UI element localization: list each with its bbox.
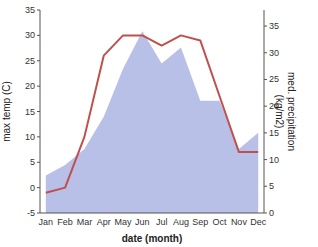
y-tick-label: 20	[25, 81, 35, 91]
x-tick-label: Jun	[135, 217, 150, 227]
y-tick-label: -5	[27, 208, 35, 218]
y-tick-label: 35	[25, 5, 35, 15]
y-tick-label: 0	[30, 183, 35, 193]
x-tick-label: Sep	[192, 217, 208, 227]
y2-tick-label: 15	[269, 128, 279, 138]
y2-tick	[264, 106, 267, 107]
x-tick-label: Aug	[173, 217, 189, 227]
x-tick-label: Jul	[156, 217, 168, 227]
x-tick-label: Nov	[231, 217, 248, 227]
x-tick-label: Mar	[77, 217, 93, 227]
y2-axis-label-line: med. precipitation	[286, 72, 297, 151]
y-tick	[37, 111, 40, 112]
y2-axis-label: med. precipitation(kg/m2)	[274, 72, 297, 151]
y2-tick	[264, 132, 267, 133]
y-tick	[37, 60, 40, 61]
y-tick	[37, 187, 40, 188]
chart: -50510152025303505101520253035JanFebMarA…	[0, 0, 318, 247]
y-tick	[37, 10, 40, 11]
y2-axis-line	[264, 10, 265, 213]
x-tick-label: May	[115, 217, 133, 227]
y-tick-label: 5	[30, 157, 35, 167]
y-tick	[37, 136, 40, 137]
y2-axis-label-line: (kg/m2)	[274, 95, 285, 129]
y-tick	[37, 213, 40, 214]
y-axis-label: max temp (C)	[1, 81, 12, 142]
y2-tick	[264, 213, 267, 214]
x-tick-label: Dec	[250, 217, 267, 227]
y2-tick-label: 25	[269, 74, 279, 84]
y2-tick-label: 10	[269, 155, 279, 165]
y2-tick-label: 30	[269, 48, 279, 58]
y2-tick-label: 35	[269, 21, 279, 31]
x-tick-label: Oct	[213, 217, 228, 227]
x-tick-label: Feb	[57, 217, 73, 227]
line	[46, 35, 258, 192]
x-axis-line	[40, 213, 264, 214]
y2-tick	[264, 159, 267, 160]
y-tick-label: 10	[25, 132, 35, 142]
y-tick-label: 15	[25, 107, 35, 117]
y2-tick	[264, 186, 267, 187]
y-tick	[37, 162, 40, 163]
y2-tick-label: 5	[269, 181, 274, 191]
plot-area	[46, 31, 258, 213]
y2-tick	[264, 52, 267, 53]
y-tick	[37, 86, 40, 87]
y2-tick	[264, 79, 267, 80]
y2-tick	[264, 26, 267, 27]
y-tick-label: 30	[25, 30, 35, 40]
x-tick-label: Jan	[39, 217, 54, 227]
y-tick	[37, 35, 40, 36]
x-axis-label: date (month)	[122, 233, 183, 244]
y-tick-label: 25	[25, 56, 35, 66]
x-tick-label: Apr	[97, 217, 111, 227]
y2-tick-label: 0	[269, 208, 274, 218]
area	[46, 31, 258, 213]
